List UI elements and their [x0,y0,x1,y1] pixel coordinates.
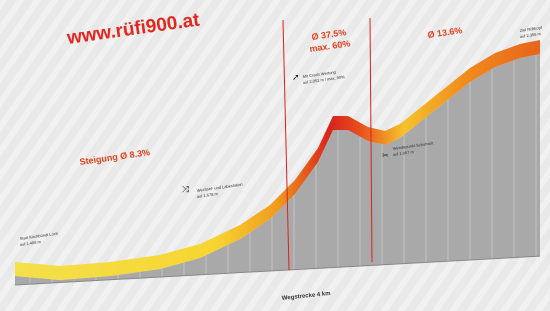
icon: ➚ [292,72,300,82]
infographic: www.rüfi900.at Steigung Ø 8.3% Ø 37.5% m… [0,0,550,311]
icon: ⤨ [182,184,190,194]
icon: ✂ [382,151,389,160]
